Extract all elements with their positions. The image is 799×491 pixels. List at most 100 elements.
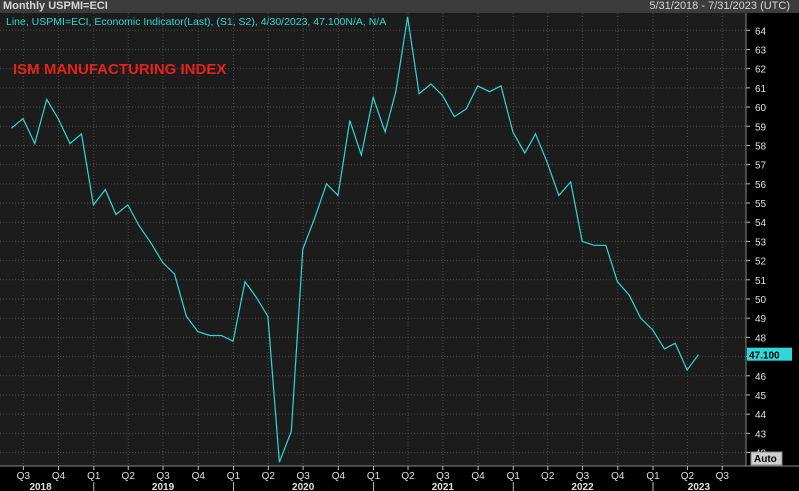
- auto-scale-button[interactable]: Auto: [750, 451, 783, 466]
- y-tick-label: 46: [755, 372, 767, 383]
- x-quarter-label: Q1: [507, 471, 521, 482]
- x-quarter-label: Q3: [296, 471, 310, 482]
- y-tick-label: 50: [755, 295, 767, 306]
- data-point: [232, 340, 234, 342]
- data-point: [453, 116, 455, 118]
- data-point: [512, 131, 514, 133]
- data-point: [10, 127, 12, 129]
- x-year-label: 2018: [29, 482, 52, 491]
- data-point: [138, 225, 140, 227]
- y-tick-label: 43: [755, 429, 767, 440]
- vertical-gridlines: [22, 13, 723, 466]
- x-axis[interactable]: Q3 Q4 Q1 Q2 Q3 Q4 Q1 Q2 Q3 Q4 Q1 Q2 Q3 Q4 Q1 Q2 Q3 Q4 Q1 Q2…: [0, 465, 799, 491]
- data-point: [22, 118, 24, 120]
- x-quarter-label: Q1: [227, 471, 241, 482]
- chart-date-range: 5/31/2018 - 7/31/2023 (UTC): [649, 0, 790, 12]
- data-point: [278, 461, 280, 463]
- data-point: [185, 315, 187, 317]
- chart-header-bar: Monthly USPMI=ECI 5/31/2018 - 7/31/2023 …: [0, 0, 799, 13]
- data-point: [524, 152, 526, 154]
- data-point: [290, 430, 292, 432]
- plot-area[interactable]: [0, 13, 746, 466]
- data-point: [81, 133, 83, 135]
- data-point: [663, 348, 665, 350]
- y-tick-label: 63: [755, 45, 767, 56]
- x-quarter-label: Q3: [156, 471, 170, 482]
- x-quarter-label: Q2: [401, 471, 415, 482]
- data-point: [686, 369, 688, 371]
- data-point: [360, 154, 362, 156]
- x-year-label: 2019: [152, 482, 175, 491]
- data-point: [605, 244, 607, 246]
- x-year-label: 2022: [571, 482, 594, 491]
- data-point: [150, 242, 152, 244]
- y-tick-label: 51: [755, 276, 767, 287]
- last-value-marker: 47.100: [747, 347, 792, 362]
- data-point: [209, 334, 211, 336]
- data-point: [652, 329, 654, 331]
- y-axis[interactable]: 4243444546484950515253545556575859606162…: [745, 13, 767, 466]
- data-point: [115, 214, 117, 216]
- data-point: [127, 204, 129, 206]
- y-tick-label: 62: [755, 65, 767, 76]
- x-quarter-label: Q3: [716, 471, 730, 482]
- data-point: [534, 133, 536, 135]
- data-point: [674, 342, 676, 344]
- x-year-label: 2020: [292, 482, 315, 491]
- data-point: [337, 194, 339, 196]
- data-point: [581, 240, 583, 242]
- y-tick-label: 45: [755, 391, 767, 402]
- data-point: [255, 296, 257, 298]
- chart-canvas[interactable]: Line, USPMI=ECI, Economic Indicator(Last…: [0, 13, 799, 491]
- x-quarter-label: Q3: [436, 471, 450, 482]
- series-line-uspmi[interactable]: [11, 16, 699, 463]
- y-tick-label: 53: [755, 237, 767, 248]
- y-tick-label: 52: [755, 257, 767, 268]
- data-point: [325, 183, 327, 185]
- data-point: [372, 96, 374, 98]
- chart-annotation-title: ISM MANUFACTURING INDEX: [13, 61, 226, 78]
- data-point: [349, 119, 351, 121]
- x-quarter-label: Q3: [17, 471, 31, 482]
- x-quarter-label: Q2: [122, 471, 136, 482]
- data-point: [698, 354, 700, 356]
- y-tick-label: 55: [755, 199, 767, 210]
- x-quarter-label: Q2: [541, 471, 555, 482]
- x-quarter-label: Q1: [87, 471, 101, 482]
- data-point: [162, 262, 164, 264]
- data-point: [244, 281, 246, 283]
- y-tick-label: 48: [755, 333, 767, 344]
- data-point: [640, 317, 642, 319]
- x-quarter-label: Q1: [367, 471, 381, 482]
- data-point: [104, 189, 106, 191]
- x-quarter-label: Q4: [192, 471, 206, 482]
- x-year-label: 2021: [432, 482, 455, 491]
- y-tick-label: 64: [755, 26, 767, 37]
- data-point: [465, 108, 467, 110]
- data-point: [430, 83, 432, 85]
- data-point: [407, 16, 409, 18]
- y-tick-label: 60: [755, 103, 767, 114]
- y-tick-label: 44: [755, 410, 767, 421]
- data-point: [546, 162, 548, 164]
- auto-button-background[interactable]: [750, 451, 783, 466]
- x-quarter-label: Q4: [471, 471, 485, 482]
- chart-legend: Line, USPMI=ECI, Economic Indicator(Last…: [6, 16, 386, 28]
- data-point: [558, 194, 560, 196]
- y-tick-label: 57: [755, 161, 767, 172]
- y-tick-label: 58: [755, 141, 767, 152]
- data-point: [384, 131, 386, 133]
- data-point: [441, 95, 443, 97]
- data-point: [220, 334, 222, 336]
- y-tick-label: 56: [755, 180, 767, 191]
- data-point: [57, 118, 59, 120]
- auto-button-label[interactable]: Auto: [754, 454, 777, 465]
- data-point: [616, 281, 618, 283]
- data-point: [197, 331, 199, 333]
- data-point: [46, 98, 48, 100]
- data-point: [34, 143, 36, 145]
- data-point: [174, 273, 176, 275]
- data-point: [500, 85, 502, 87]
- data-point: [570, 181, 572, 183]
